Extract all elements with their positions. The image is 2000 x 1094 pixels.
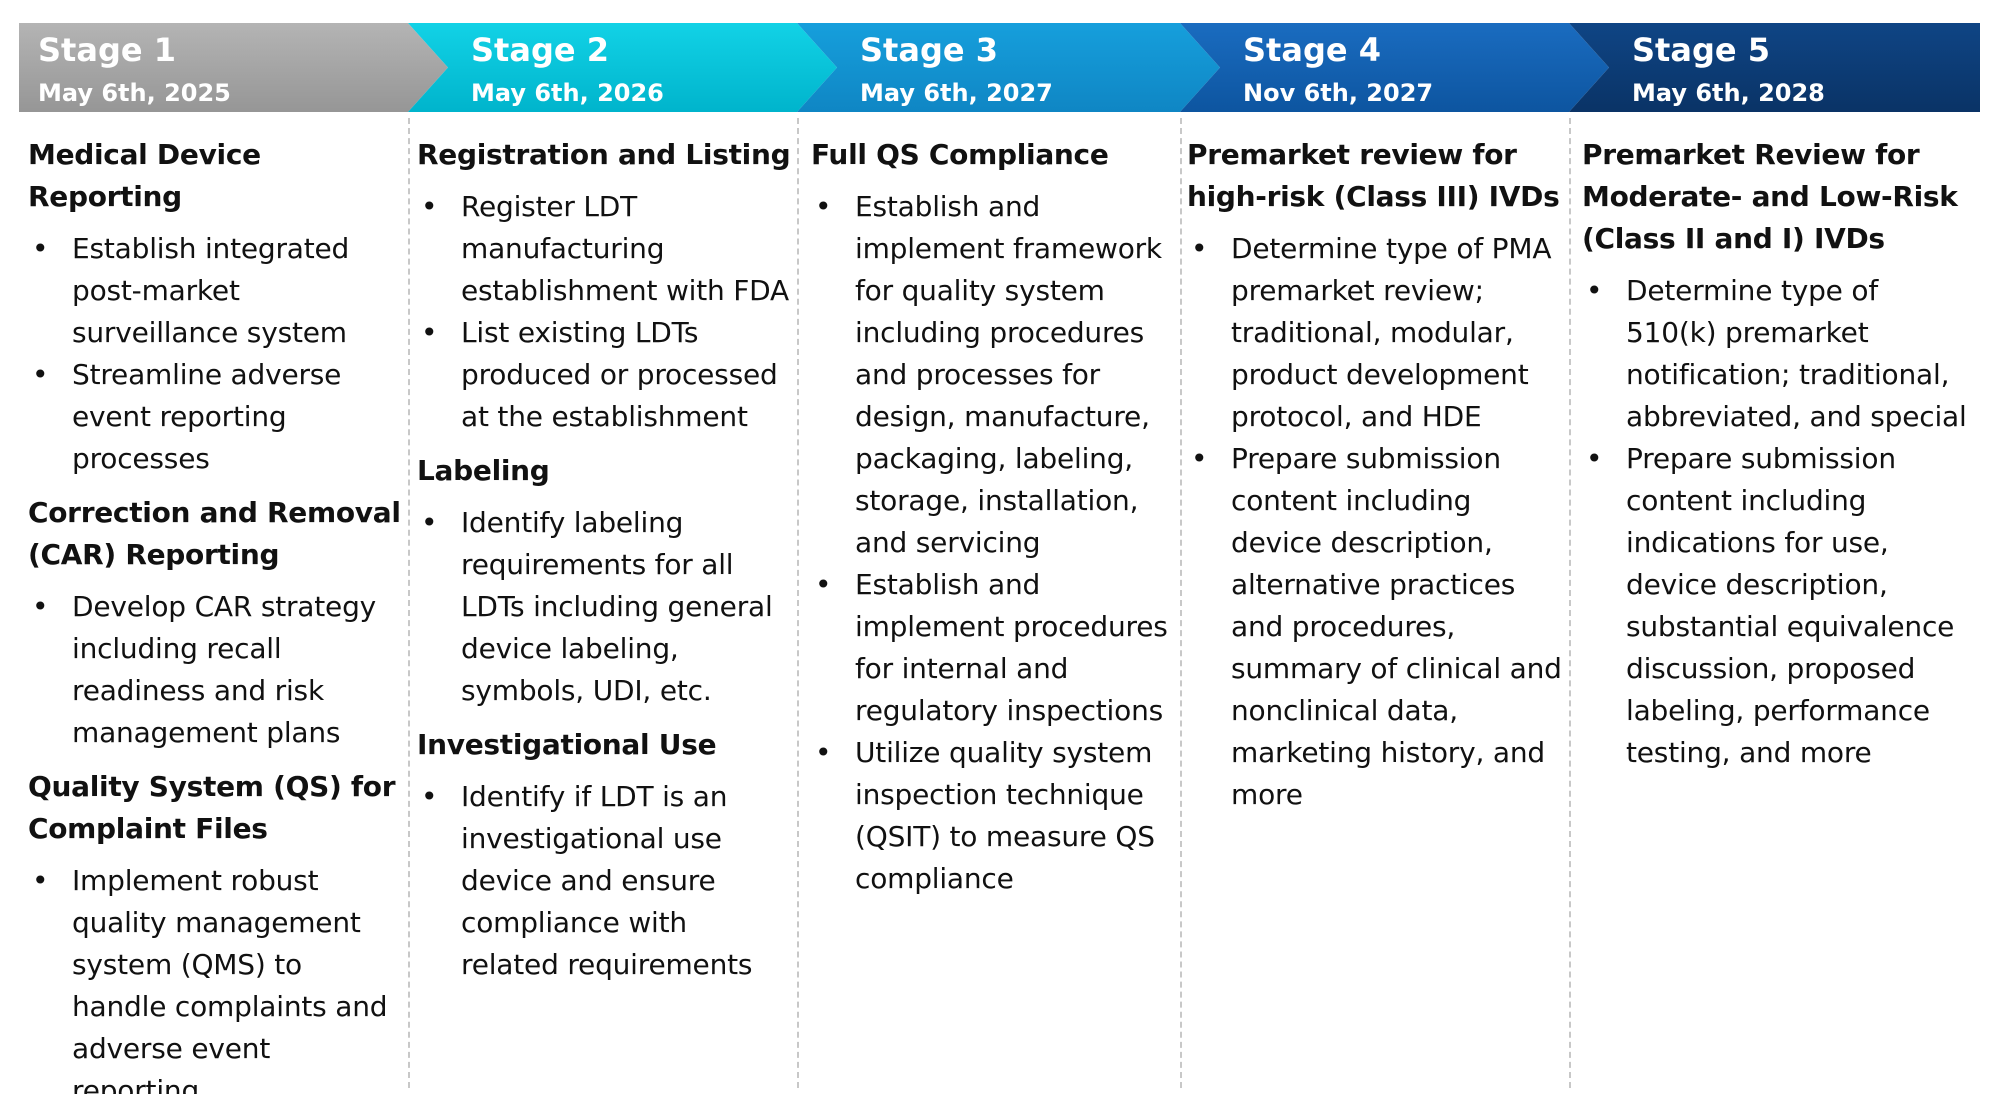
stage-chevron: [797, 23, 1220, 112]
bullet-item: Establish and implement framework for qu…: [811, 186, 1177, 564]
bullet-item: Streamline adverse event reporting proce…: [28, 354, 402, 480]
bullet-item: Determine type of PMA premarket review; …: [1187, 228, 1563, 438]
bullet-list: Determine type of PMA premarket review; …: [1187, 228, 1563, 816]
section-heading: Quality System (QS) for Complaint Files: [28, 770, 396, 845]
stage-column: Registration and Listing Register LDT man…: [417, 134, 797, 998]
stage-date: Nov 6th, 2027: [1243, 79, 1433, 107]
stage-date: May 6th, 2028: [1632, 79, 1825, 107]
bullet-list: Implement robust quality management syst…: [28, 860, 402, 1094]
section-heading: Registration and Listing: [417, 138, 791, 171]
stage-date: May 6th, 2026: [471, 79, 664, 107]
bullet-list: Identify labeling requirements for all L…: [417, 502, 791, 712]
bullet-item: Establish and implement procedures for i…: [811, 564, 1177, 732]
column-divider: [1569, 118, 1571, 1088]
stage-title: Stage 2: [471, 31, 609, 69]
bullet-list: Determine type of 510(k) premarket notif…: [1582, 270, 1971, 774]
bullet-item: Register LDT manufacturing establishment…: [417, 186, 791, 312]
stage-banner: Stage 1 May 6th, 2025 Stage 2 May 6th, 2026…: [19, 23, 1980, 112]
bullet-item: Prepare submission content including ind…: [1582, 438, 1971, 774]
stage-column: Full QS Compliance Establish and implemen…: [811, 134, 1183, 912]
stage-title: Stage 1: [38, 31, 176, 69]
bullet-list: Register LDT manufacturing establishment…: [417, 186, 791, 438]
bullet-item: Prepare submission content including dev…: [1187, 438, 1563, 816]
stage-column: Premarket Review for Moderate- and Low-R…: [1582, 134, 1977, 786]
section-heading: Labeling: [417, 454, 550, 487]
stage-title: Stage 5: [1632, 31, 1770, 69]
section-heading: Correction and Removal (CAR) Reporting: [28, 496, 401, 571]
stage-column: Medical Device Reporting Establish integr…: [28, 134, 408, 1094]
section-heading: Medical Device Reporting: [28, 138, 261, 213]
stage-column: Premarket review for high-risk (Class II…: [1187, 134, 1569, 828]
bullet-item: Establish integrated post-market surveil…: [28, 228, 402, 354]
bullet-list: Identify if LDT is an investigational us…: [417, 776, 791, 986]
column-divider: [797, 118, 799, 1088]
bullet-item: Determine type of 510(k) premarket notif…: [1582, 270, 1971, 438]
column-divider: [408, 118, 410, 1088]
bullet-item: Utilize quality system inspection techni…: [811, 732, 1177, 900]
section-heading: Premarket Review for Moderate- and Low-R…: [1582, 138, 1958, 255]
bullet-list: Establish and implement framework for qu…: [811, 186, 1177, 900]
section-heading: Investigational Use: [417, 728, 717, 761]
stage-chevron: [1569, 23, 1980, 112]
stage-chevron: [1180, 23, 1609, 112]
bullet-item: Identify labeling requirements for all L…: [417, 502, 791, 712]
stage-chevron: [408, 23, 837, 112]
bullet-item: Develop CAR strategy including recall re…: [28, 586, 402, 754]
stage-chevron: [19, 23, 448, 112]
bullet-item: List existing LDTs produced or processed…: [417, 312, 791, 438]
stage-title: Stage 3: [860, 31, 998, 69]
bullet-list: Establish integrated post-market surveil…: [28, 228, 402, 480]
bullet-list: Develop CAR strategy including recall re…: [28, 586, 402, 754]
bullet-item: Implement robust quality management syst…: [28, 860, 402, 1094]
column-divider: [1180, 118, 1182, 1088]
stage-date: May 6th, 2027: [860, 79, 1053, 107]
bullet-item: Identify if LDT is an investigational us…: [417, 776, 791, 986]
section-heading: Premarket review for high-risk (Class II…: [1187, 138, 1560, 213]
stage-date: May 6th, 2025: [38, 79, 231, 107]
stage-title: Stage 4: [1243, 31, 1381, 69]
section-heading: Full QS Compliance: [811, 138, 1109, 171]
